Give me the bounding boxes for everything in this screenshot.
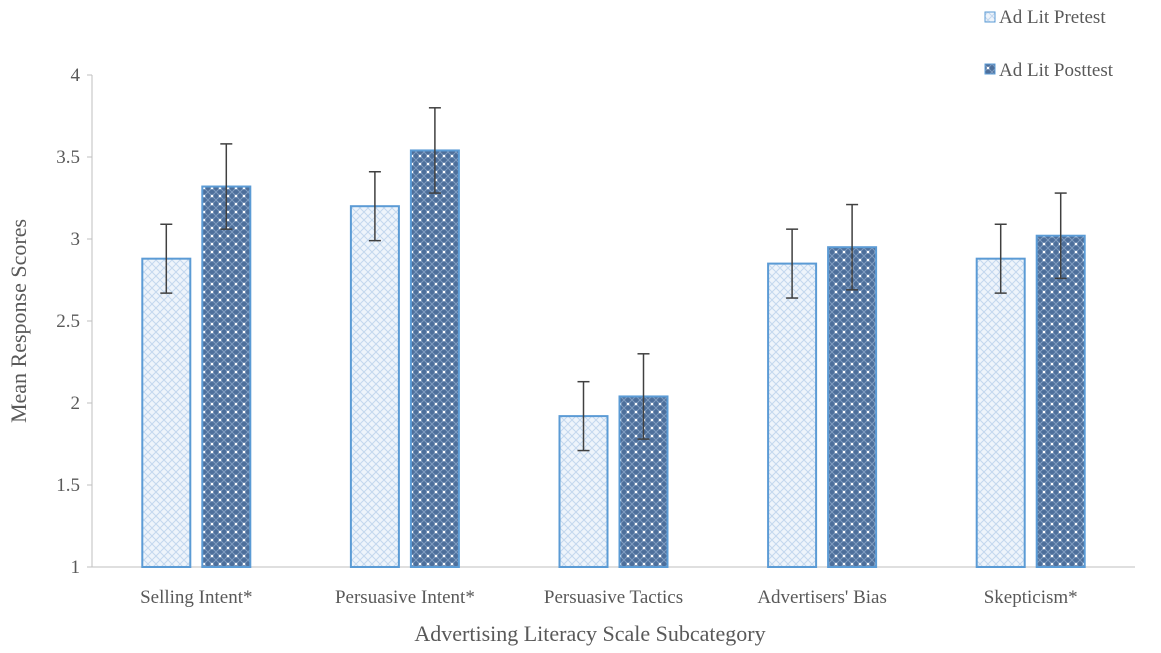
y-tick-label: 1.5 (56, 475, 80, 496)
x-category-label: Advertisers' Bias (757, 587, 887, 608)
legend-item-pretest: Ad Lit Pretest (984, 7, 1106, 28)
x-axis-title: Advertising Literacy Scale Subcategory (414, 621, 765, 646)
x-axis: Selling Intent* Persuasive Intent* Persuas… (92, 566, 1135, 608)
legend-swatch-pretest (984, 11, 996, 23)
y-axis: 1 1.5 2 2.5 3 3.5 4 (56, 65, 93, 578)
bar-posttest (201, 185, 252, 569)
legend-item-posttest: Ad Lit Posttest (984, 60, 1114, 81)
bar-pretest (975, 257, 1026, 568)
bar-pretest (141, 257, 192, 568)
y-tick-label: 3 (71, 229, 81, 250)
bar-pretest (767, 262, 818, 568)
x-category-label: Persuasive Intent* (335, 587, 475, 608)
x-category-label: Selling Intent* (140, 587, 252, 608)
legend: Ad Lit Pretest Ad Lit Posttest (984, 7, 1114, 81)
bar-pretest (349, 205, 400, 568)
x-category-label: Skepticism* (984, 587, 1078, 608)
y-tick-label: 4 (71, 65, 81, 86)
y-tick-label: 3.5 (56, 147, 80, 168)
y-tick-label: 2.5 (56, 311, 80, 332)
legend-label-pretest: Ad Lit Pretest (999, 7, 1106, 28)
error-bars (160, 107, 1067, 452)
y-tick-label: 1 (71, 557, 81, 578)
bars (141, 149, 1086, 569)
bar-posttest (1035, 234, 1086, 568)
y-tick-label: 2 (71, 393, 81, 414)
y-axis-title: Mean Response Scores (6, 219, 31, 423)
legend-label-posttest: Ad Lit Posttest (999, 60, 1114, 81)
bar-posttest (409, 149, 460, 568)
x-category-label: Persuasive Tactics (544, 587, 683, 608)
bar-posttest (827, 246, 878, 568)
legend-swatch-posttest (984, 63, 996, 75)
